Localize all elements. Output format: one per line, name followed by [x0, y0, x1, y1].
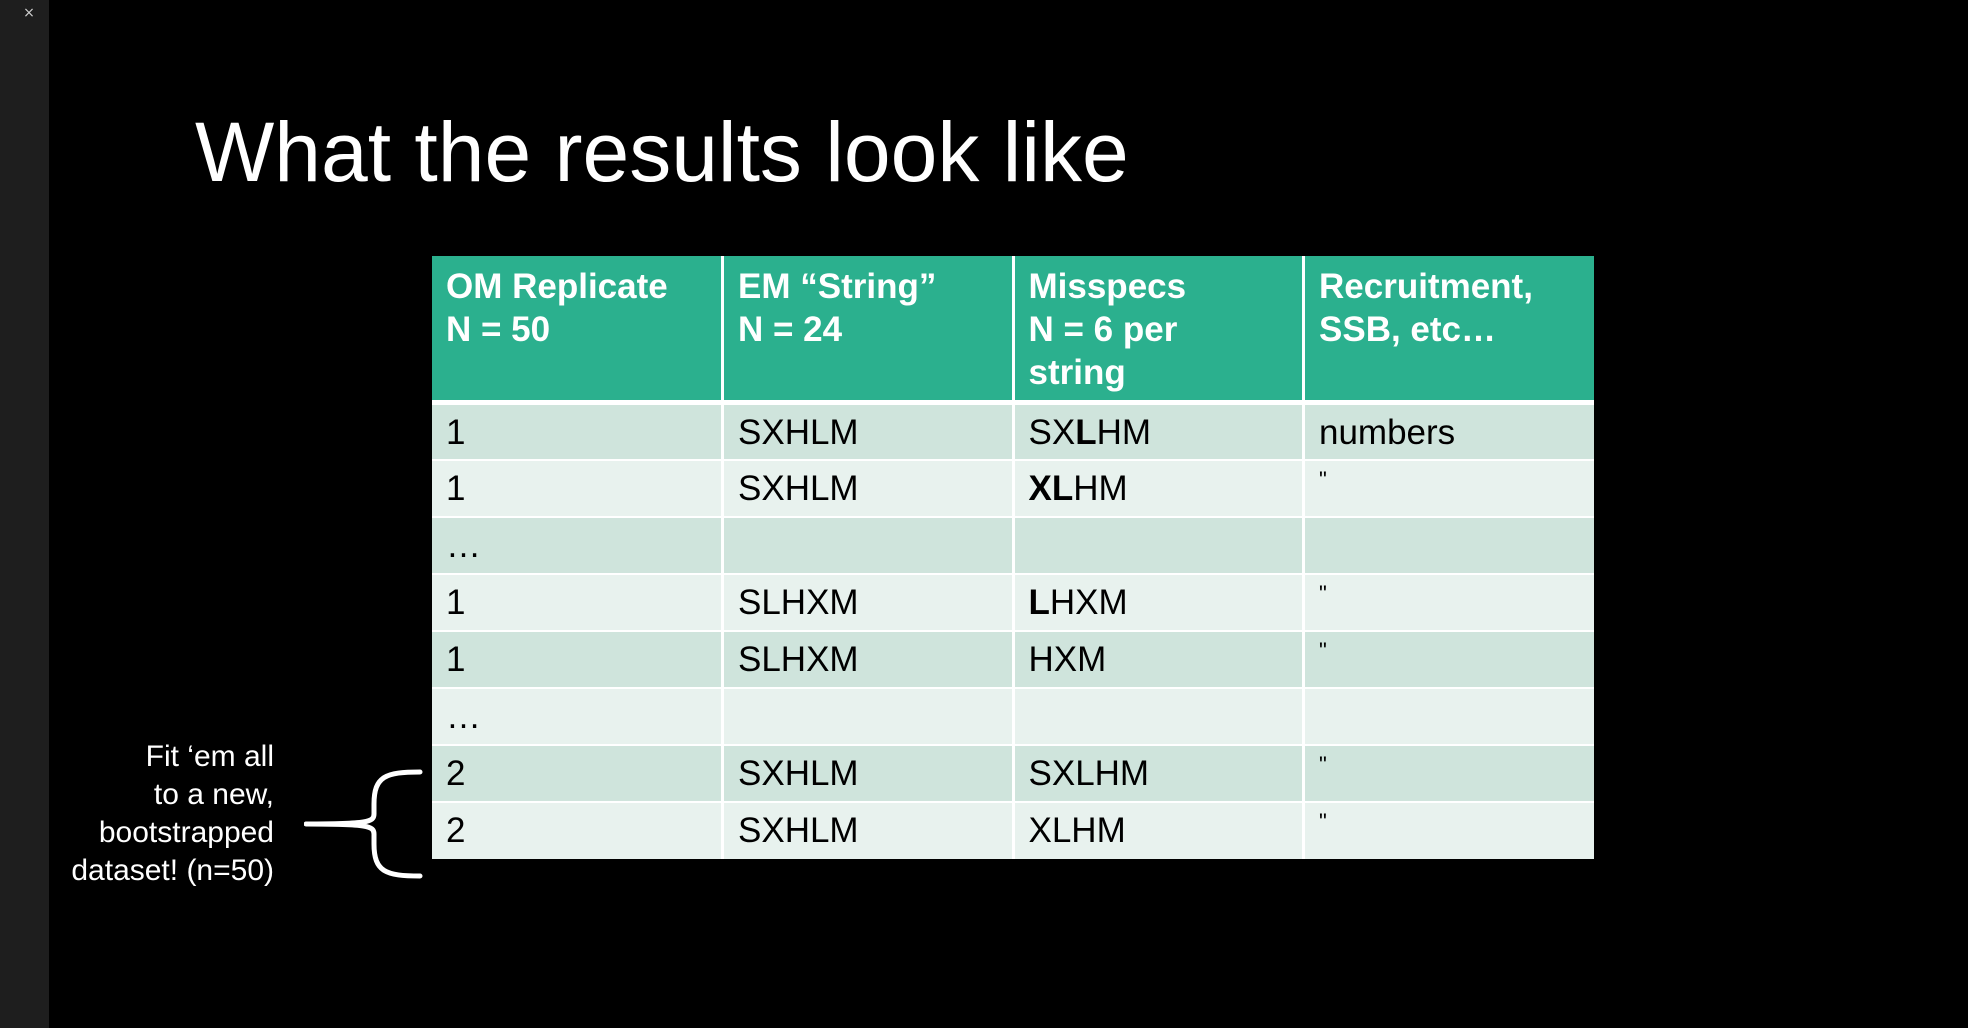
- cell-replicate: 1: [432, 629, 724, 688]
- cell-result: ": [1303, 743, 1594, 802]
- header-em-string: EM “String” N = 24: [722, 256, 1015, 405]
- cell-misspec: XLHM: [1013, 800, 1305, 859]
- table-row: 1 SLHXM LHXM ": [432, 572, 1594, 631]
- cell-replicate: 1: [432, 458, 724, 517]
- cell-replicate: 2: [432, 743, 724, 802]
- cell-em-string: SXHLM: [722, 743, 1015, 802]
- cell-misspec: XLHM: [1013, 458, 1305, 517]
- left-sidebar-strip: ×: [0, 0, 49, 1028]
- table-row: 2 SXHLM XLHM ": [432, 800, 1594, 859]
- cell-em-string: SXHLM: [722, 800, 1015, 859]
- cell-replicate: 1: [432, 401, 724, 460]
- cell-misspec: [1013, 515, 1305, 574]
- cell-replicate: …: [432, 515, 724, 574]
- cell-result: [1303, 686, 1594, 745]
- header-misspecs: Misspecs N = 6 per string: [1013, 256, 1305, 405]
- table-row: 1 SXHLM SXLHM numbers: [432, 401, 1594, 460]
- cell-result: ": [1303, 629, 1594, 688]
- table-header-row: OM Replicate N = 50 EM “String” N = 24 M…: [432, 256, 1594, 405]
- table-row: 1 SLHXM HXM ": [432, 629, 1594, 688]
- cell-result: ": [1303, 800, 1594, 859]
- cell-em-string: [722, 686, 1015, 745]
- cell-misspec: HXM: [1013, 629, 1305, 688]
- header-recruitment-ssb: Recruitment, SSB, etc…: [1303, 256, 1594, 405]
- table-row: …: [432, 686, 1594, 745]
- cell-em-string: SXHLM: [722, 401, 1015, 460]
- cell-result: ": [1303, 572, 1594, 631]
- cell-replicate: 2: [432, 800, 724, 859]
- cell-replicate: …: [432, 686, 724, 745]
- cell-em-string: SLHXM: [722, 572, 1015, 631]
- cell-misspec: LHXM: [1013, 572, 1305, 631]
- cell-misspec: SXLHM: [1013, 401, 1305, 460]
- results-table: OM Replicate N = 50 EM “String” N = 24 M…: [432, 256, 1594, 859]
- cell-misspec: [1013, 686, 1305, 745]
- slide-title: What the results look like: [195, 105, 1129, 199]
- cell-replicate: 1: [432, 572, 724, 631]
- table-row: …: [432, 515, 1594, 574]
- table-row: 2 SXHLM SXLHM ": [432, 743, 1594, 802]
- cell-result: ": [1303, 458, 1594, 517]
- cell-em-string: [722, 515, 1015, 574]
- annotation-note: Fit ‘em all to a new, bootstrapped datas…: [71, 740, 274, 887]
- cell-em-string: SLHXM: [722, 629, 1015, 688]
- cell-em-string: SXHLM: [722, 458, 1015, 517]
- curly-brace-icon: [304, 769, 423, 879]
- cell-result: numbers: [1303, 401, 1594, 460]
- table-row: 1 SXHLM XLHM ": [432, 458, 1594, 517]
- cell-misspec: SXLHM: [1013, 743, 1305, 802]
- header-om-replicate: OM Replicate N = 50: [432, 256, 724, 405]
- close-icon[interactable]: ×: [23, 5, 35, 21]
- cell-result: [1303, 515, 1594, 574]
